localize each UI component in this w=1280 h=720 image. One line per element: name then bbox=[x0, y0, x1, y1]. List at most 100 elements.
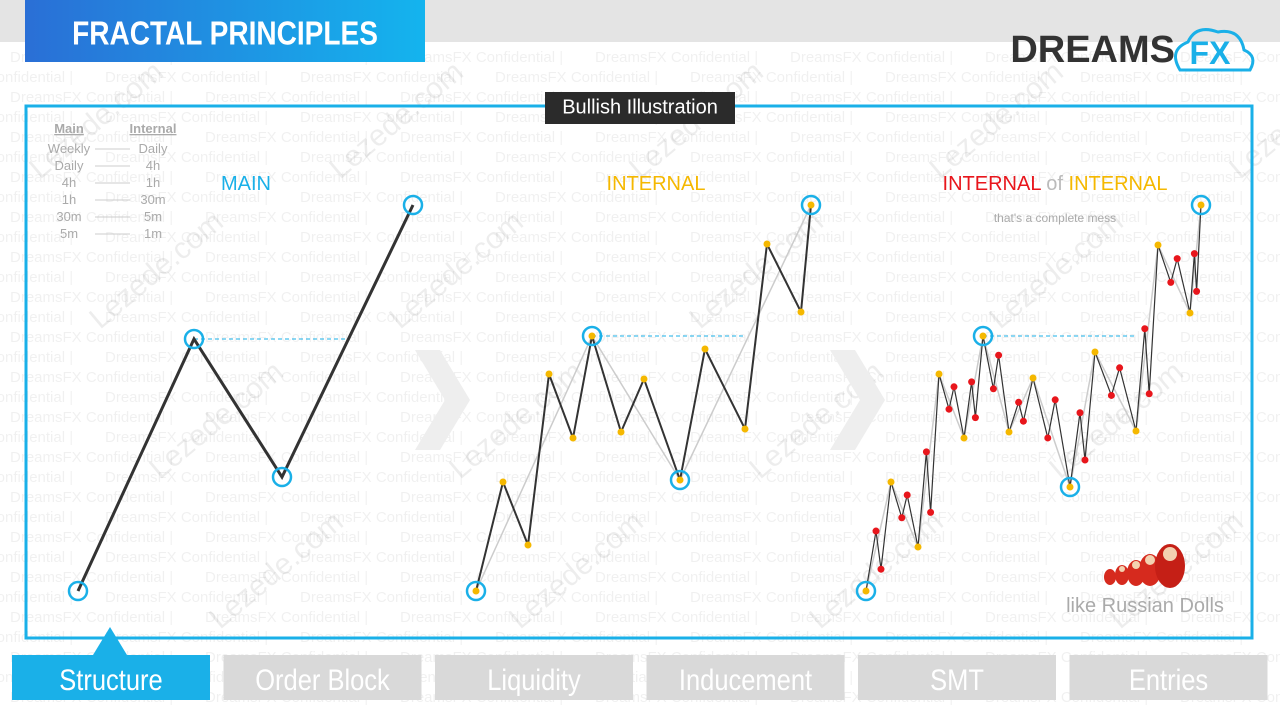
table-cell: 1h bbox=[146, 175, 160, 190]
table-cell: 5m bbox=[144, 209, 162, 224]
watermark: DreamsFX Confidential | bbox=[885, 149, 1048, 166]
table-cell: 4h bbox=[62, 175, 76, 190]
watermark: DreamsFX Confidential | bbox=[10, 89, 173, 106]
main-leg bbox=[76, 204, 415, 592]
sub-internal-point bbox=[1019, 417, 1027, 425]
tab[interactable] bbox=[858, 655, 1056, 700]
panel-label: INTERNAL of INTERNAL bbox=[943, 173, 1168, 195]
watermark: DreamsFX Confidential | bbox=[300, 149, 463, 166]
tab-label[interactable]: Structure bbox=[59, 663, 162, 696]
watermark: DreamsFX Confidential | bbox=[0, 349, 73, 366]
tab[interactable] bbox=[435, 655, 633, 700]
watermark: DreamsFX Confidential | bbox=[10, 329, 173, 346]
watermark: DreamsFX Confidential | bbox=[0, 589, 73, 606]
subtitle-box bbox=[545, 92, 735, 124]
tab[interactable] bbox=[12, 655, 210, 700]
watermark: DreamsFX Confidential | bbox=[885, 189, 1048, 206]
tab-label[interactable]: SMT bbox=[930, 663, 984, 696]
watermark: DreamsFX Confidential | bbox=[690, 269, 853, 286]
watermark: DreamsFX Confidential | bbox=[495, 549, 658, 566]
watermark: DreamsFX Confidential | bbox=[205, 89, 368, 106]
watermark: DreamsFX Confidential | bbox=[885, 109, 1048, 126]
watermark: DreamsFX Confidential | bbox=[985, 169, 1148, 186]
watermark: DreamsFX Confidential | bbox=[300, 509, 463, 526]
tab[interactable] bbox=[223, 655, 422, 700]
watermark: DreamsFX Confidential | bbox=[595, 169, 758, 186]
swing-ring bbox=[972, 325, 994, 347]
tab-label[interactable]: Liquidity bbox=[487, 663, 581, 696]
watermark: DreamsFX Confidential | bbox=[0, 309, 73, 326]
watermark: DreamsFX Confidential | bbox=[400, 609, 563, 626]
watermark: DreamsFX Confidential | bbox=[300, 549, 463, 566]
watermark: DreamsFX Confidential | bbox=[495, 269, 658, 286]
logo-cloud bbox=[1174, 28, 1255, 72]
watermark: DreamsFX Confidential | bbox=[10, 569, 173, 586]
watermark: DreamsFX Confidential | bbox=[1080, 149, 1243, 166]
watermark: DreamsFX Confidential | bbox=[595, 369, 758, 386]
internal-leg bbox=[865, 204, 1202, 592]
table-header: Internal bbox=[130, 121, 177, 136]
watermark: DreamsFX Confidential | bbox=[105, 149, 268, 166]
watermark: DreamsFX Confidential | bbox=[105, 269, 268, 286]
watermark: DreamsFX Confidential | bbox=[790, 609, 953, 626]
watermark: DreamsFX Confidential | bbox=[495, 469, 658, 486]
tab[interactable] bbox=[646, 655, 845, 700]
watermark: DreamsFX Confidential | bbox=[595, 609, 758, 626]
watermark: DreamsFX Confidential | bbox=[790, 129, 953, 146]
sub-internal-point bbox=[950, 383, 958, 391]
table-cell: 5m bbox=[60, 226, 78, 241]
watermark: DreamsFX Confidential | bbox=[985, 489, 1148, 506]
tab-label[interactable]: Inducement bbox=[679, 663, 812, 696]
watermark: DreamsFX Confidential | bbox=[0, 429, 73, 446]
tab-label[interactable]: Order Block bbox=[255, 663, 390, 696]
watermark: DreamsFX Confidential | bbox=[595, 129, 758, 146]
table-cell: Daily bbox=[55, 158, 84, 173]
watermark: DreamsFX Confidential | bbox=[105, 549, 268, 566]
table-cell: Daily bbox=[139, 141, 168, 156]
sub-internal-point bbox=[877, 565, 885, 573]
internal-point bbox=[1091, 348, 1099, 356]
sub-internal-point bbox=[1145, 390, 1153, 398]
logo-fx: FX bbox=[1190, 35, 1232, 71]
watermark: DreamsFX Confidential | bbox=[790, 329, 953, 346]
swing-ring bbox=[581, 325, 603, 347]
watermark: DreamsFX Confidential | bbox=[205, 169, 368, 186]
watermark: DreamsFX Confidential | bbox=[0, 269, 73, 286]
watermark: DreamsFX Confidential | bbox=[10, 409, 173, 426]
tab-label[interactable]: Entries bbox=[1129, 663, 1208, 696]
watermark: DreamsFX Confidential | bbox=[10, 169, 173, 186]
watermark: DreamsFX Confidential | bbox=[495, 189, 658, 206]
table-header: Main bbox=[54, 121, 84, 136]
watermark: DreamsFX Confidential | bbox=[790, 449, 953, 466]
watermark: DreamsFX Confidential | bbox=[400, 329, 563, 346]
diagrams bbox=[67, 194, 1212, 602]
watermark: DreamsFX Confidential | bbox=[400, 209, 563, 226]
subtitle: Bullish Illustration bbox=[562, 96, 718, 118]
watermark: DreamsFX Confidential | bbox=[495, 149, 658, 166]
watermark: DreamsFX Confidential | bbox=[985, 369, 1148, 386]
watermark: DreamsFX Confidential | bbox=[690, 309, 853, 326]
tab[interactable] bbox=[1069, 655, 1268, 700]
watermark: DreamsFX Confidential | bbox=[1180, 329, 1280, 346]
watermark: DreamsFX Confidential | bbox=[885, 469, 1048, 486]
watermark: DreamsFX Confidential | bbox=[300, 189, 463, 206]
swing-ring bbox=[402, 194, 424, 216]
watermark: DreamsFX Confidential | bbox=[10, 489, 173, 506]
watermark: DreamsFX Confidential | bbox=[1180, 569, 1280, 586]
dolls-caption: like Russian Dolls bbox=[1066, 595, 1224, 617]
watermark: DreamsFX Confidential | bbox=[495, 429, 658, 446]
watermark: DreamsFX Confidential | bbox=[985, 249, 1148, 266]
watermark: DreamsFX Confidential | bbox=[790, 49, 953, 66]
watermark: DreamsFX Confidential | bbox=[885, 229, 1048, 246]
watermark: DreamsFX Confidential | bbox=[0, 149, 73, 166]
internal-point bbox=[701, 345, 709, 353]
watermark: DreamsFX Confidential | bbox=[985, 329, 1148, 346]
watermark: DreamsFX Confidential | bbox=[205, 489, 368, 506]
watermark: DreamsFX Confidential | bbox=[400, 289, 563, 306]
internal-point bbox=[472, 587, 480, 595]
watermark: DreamsFX Confidential | bbox=[690, 349, 853, 366]
watermark: DreamsFX Confidential | bbox=[595, 209, 758, 226]
watermark: DreamsFX Confidential | bbox=[595, 49, 758, 66]
watermark: DreamsFX Confidential | bbox=[205, 209, 368, 226]
watermark: DreamsFX Confidential | bbox=[105, 69, 268, 86]
